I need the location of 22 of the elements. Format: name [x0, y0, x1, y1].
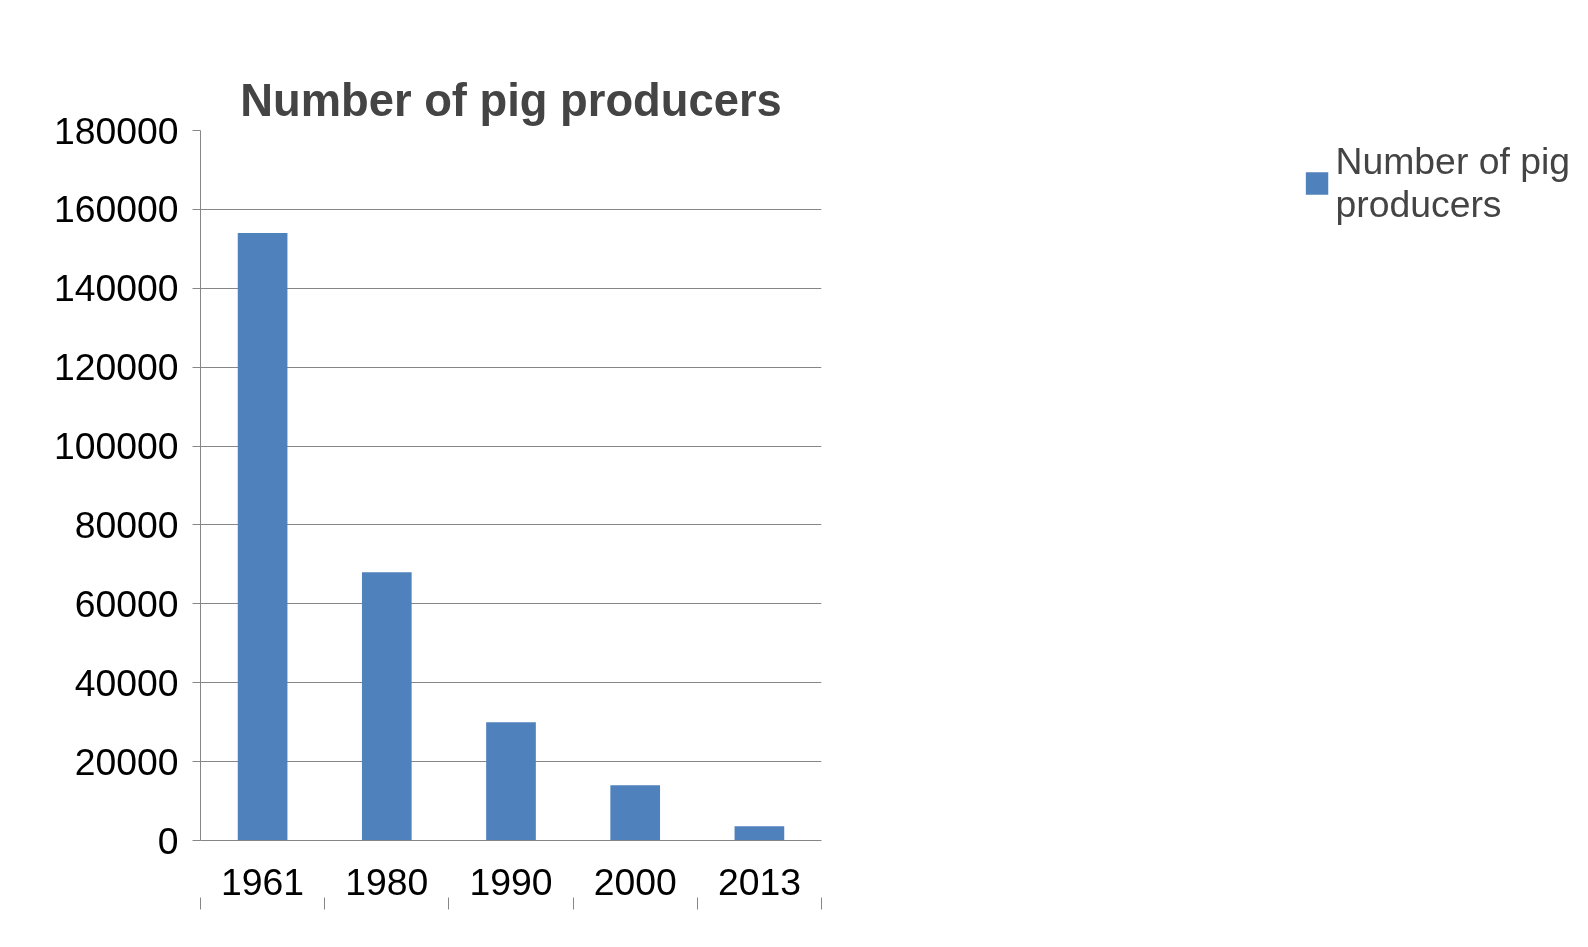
bar: [486, 722, 536, 841]
y-tick-label: 180000: [53, 109, 179, 152]
x-tick-label: 1980: [345, 860, 429, 903]
x-tick-label: 1961: [221, 860, 305, 903]
y-tick-label: 0: [157, 819, 179, 862]
bar: [734, 826, 785, 841]
legend-label: Number of pig producers: [1335, 140, 1570, 226]
x-tick-label: 1990: [469, 860, 553, 903]
y-tick-label: 40000: [74, 661, 179, 704]
y-tick-label: 100000: [53, 425, 179, 468]
chart-title: Number of pig producers: [240, 74, 782, 126]
y-tick-label: 60000: [74, 582, 179, 625]
y-tick-label: 120000: [53, 346, 179, 389]
bar: [610, 785, 661, 841]
y-tick-label: 160000: [53, 188, 179, 231]
x-tick-label: 2000: [593, 860, 677, 903]
y-tick-label: 140000: [53, 267, 179, 310]
x-tick-label: 2013: [717, 860, 801, 903]
y-tick-label: 80000: [74, 503, 179, 546]
bar: [237, 233, 288, 841]
y-tick-label: 20000: [74, 740, 179, 783]
bar: [361, 572, 412, 841]
